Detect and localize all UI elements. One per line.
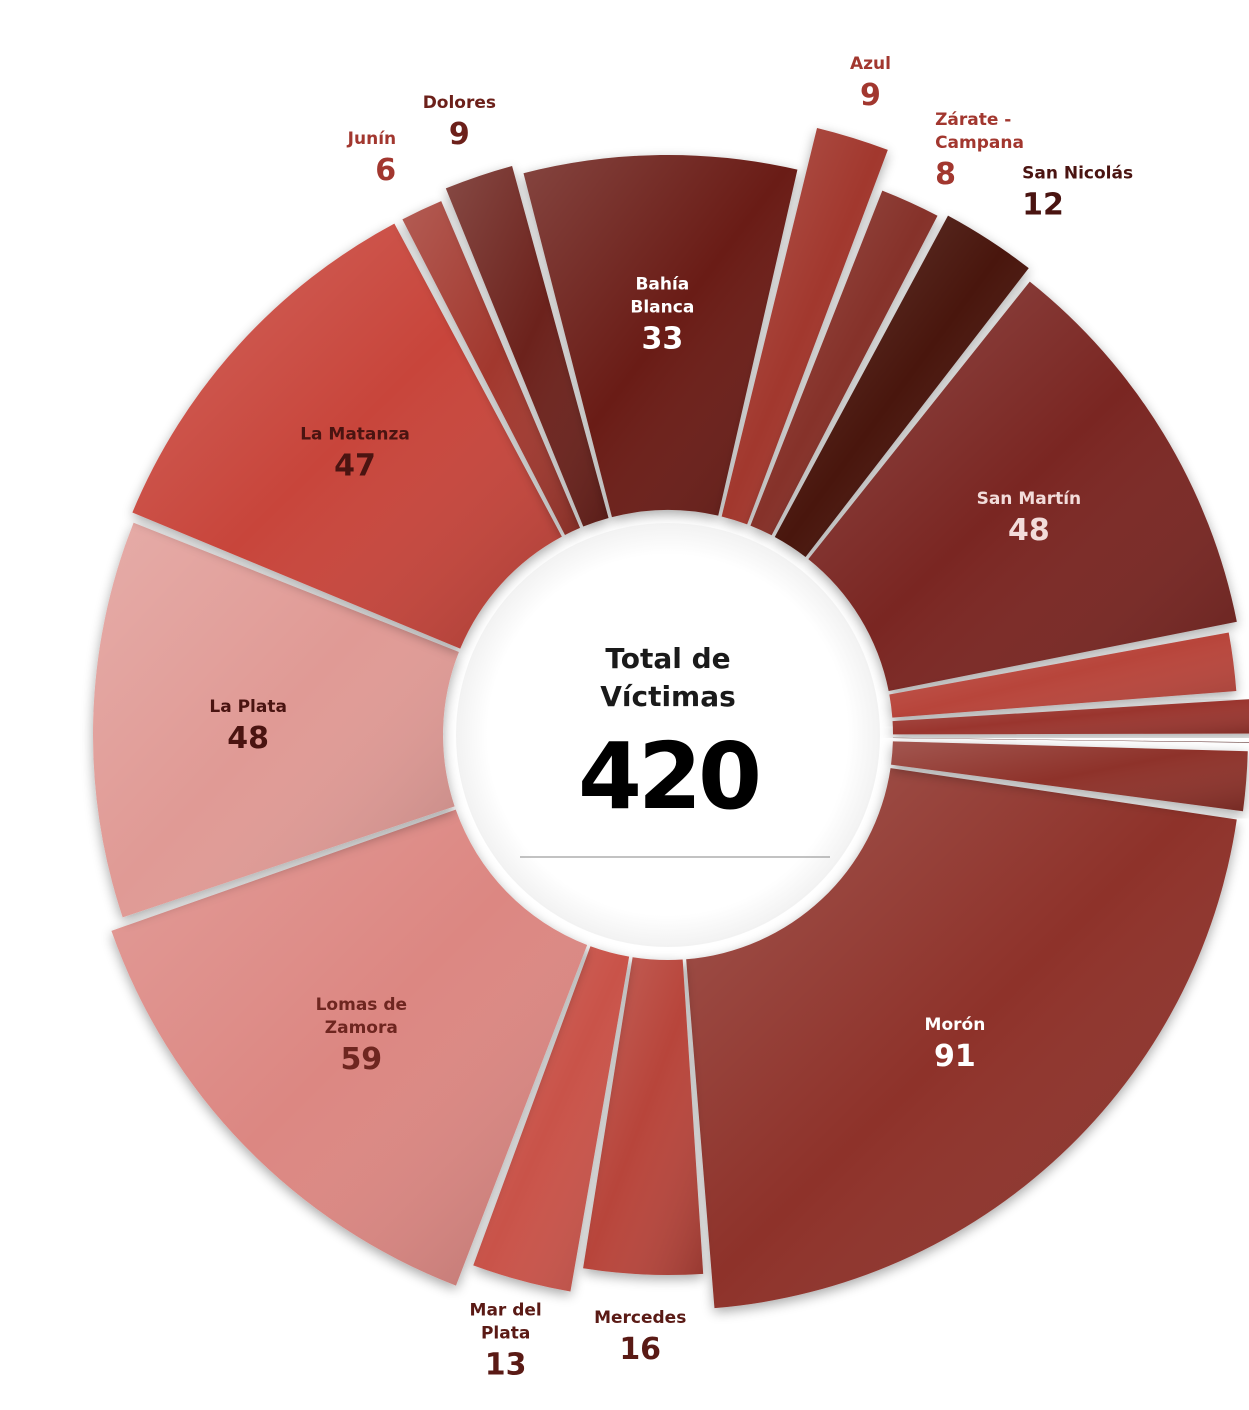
slice-label-mar-del-plata-line-1: Mar del (470, 1301, 542, 1321)
slice-label-moron: Morón (925, 1015, 986, 1035)
slice-value-dolores: 9 (449, 117, 470, 152)
slice-value-la-plata: 48 (227, 721, 269, 756)
slice-label-san-nicolas: San Nicolás (1022, 163, 1133, 183)
slice-value-mercedes: 16 (619, 1332, 661, 1367)
slice-label-lomas-de-zamora-line-2: Zamora (325, 1018, 398, 1038)
slice-value-san-nicolas: 12 (1022, 187, 1064, 222)
slice-label-lomas-de-zamora-line-1: Lomas de (316, 995, 407, 1015)
center-title-line-1: Total de (605, 642, 730, 675)
slice-label-junin: Junín (347, 129, 396, 149)
slice-shine-pergamino (893, 738, 1249, 743)
slice-value-lomas-de-zamora: 59 (340, 1042, 382, 1077)
slice-value-moron: 91 (934, 1039, 976, 1074)
slice-label-bahia-blanca-line-2: Blanca (630, 298, 694, 318)
center-title-line-2: Víctimas (600, 680, 736, 713)
slice-value-mar-del-plata: 13 (485, 1348, 527, 1383)
slice-label-azul: Azul (850, 54, 891, 74)
slice-label-zarate-campana-line-1: Zárate - (935, 110, 1011, 130)
slice-label-zarate-campana-line-2: Campana (935, 133, 1024, 153)
slice-value-zarate-campana: 8 (935, 157, 956, 192)
slice-label-san-martin: San Martín (977, 489, 1082, 509)
center-panel: Total de Víctimas 420 (456, 523, 880, 947)
slice-label-dolores: Dolores (423, 93, 496, 113)
slice-label-la-matanza: La Matanza (300, 425, 410, 445)
slice-value-san-martin: 48 (1008, 513, 1050, 548)
slice-shine-san-martin (808, 282, 1236, 691)
slice-value-junin: 6 (375, 153, 396, 188)
slice-label-bahia-blanca-line-1: Bahía (635, 275, 689, 295)
slice-value-bahia-blanca: 33 (641, 322, 683, 357)
slice-label-mercedes: Mercedes (594, 1308, 686, 1328)
slice-value-la-matanza: 47 (334, 449, 376, 484)
slice-label-mar-del-plata-line-2: Plata (481, 1324, 530, 1344)
slice-label-la-plata: La Plata (209, 697, 287, 717)
slice-value-azul: 9 (860, 78, 881, 113)
center-total: 420 (578, 723, 758, 830)
